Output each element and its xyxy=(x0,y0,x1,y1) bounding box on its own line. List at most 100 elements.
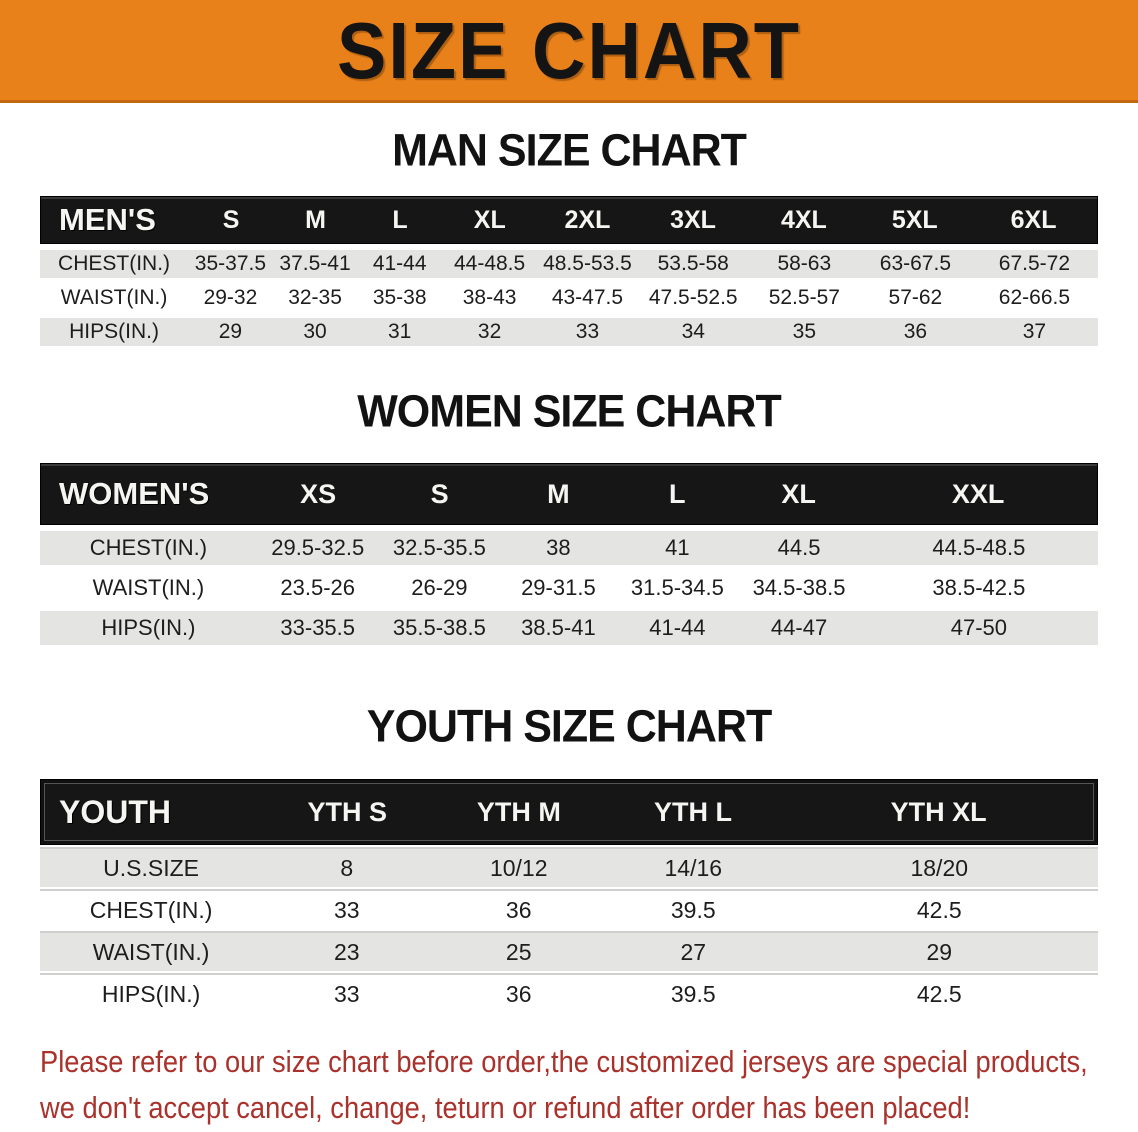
cell-value: 23 xyxy=(334,938,360,965)
cell-value: 53.5-58 xyxy=(657,252,729,275)
cell-value: 36 xyxy=(903,320,928,343)
women-waist-row: WAIST(IN.) 23.5-26 26-29 29-31.5 31.5-34… xyxy=(40,571,1098,605)
cell-value: 29 xyxy=(926,938,953,965)
women-section-heading: WOMEN SIZE CHART xyxy=(357,386,782,438)
row-label: CHEST(IN.) xyxy=(58,252,171,275)
women-size-col-header: M xyxy=(547,478,570,509)
cell-value: 62-66.5 xyxy=(998,286,1071,309)
cell-value: 39.5 xyxy=(670,980,716,1007)
cell-value: 37 xyxy=(1022,320,1047,343)
women-size-table: WOMEN'S XS S M L XL XXL CHEST(IN.) 29.5-… xyxy=(40,463,1098,645)
disclaimer-line-2: we don't accept cancel, change, teturn o… xyxy=(40,1090,971,1125)
cell-value: 36 xyxy=(505,896,532,923)
men-size-col-header: 6XL xyxy=(1010,205,1057,234)
cell-value: 63-67.5 xyxy=(879,252,952,275)
cell-value: 48.5-53.5 xyxy=(543,252,632,275)
cell-value: 38.5-41 xyxy=(521,615,596,640)
cell-value: 38-43 xyxy=(462,286,517,309)
cell-value: 30 xyxy=(303,320,327,343)
cell-value: 29-32 xyxy=(203,286,258,309)
men-table-corner-label: MEN'S xyxy=(59,202,156,237)
women-size-col-header: L xyxy=(668,478,686,509)
youth-section-heading: YOUTH SIZE CHART xyxy=(366,701,772,753)
row-label: U.S.SIZE xyxy=(103,854,200,881)
row-label: WAIST(IN.) xyxy=(92,938,210,965)
cell-value: 31 xyxy=(387,320,412,343)
cell-value: 41-44 xyxy=(372,252,427,275)
cell-value: 38 xyxy=(546,535,571,560)
cell-value: 32-35 xyxy=(288,286,342,309)
cell-value: 18/20 xyxy=(910,854,969,881)
youth-size-table: YOUTH YTH S YTH M YTH L YTH XL U.S.SIZE … xyxy=(40,779,1098,1013)
row-label: WAIST(IN.) xyxy=(60,286,168,309)
cell-value: 34.5-38.5 xyxy=(752,575,846,600)
cell-value: 35-38 xyxy=(372,286,427,309)
page-title: SIZE CHART xyxy=(337,5,801,95)
men-waist-row: WAIST(IN.) 29-32 32-35 35-38 38-43 43-47… xyxy=(40,284,1098,312)
men-size-col-header: 5XL xyxy=(891,205,938,234)
cell-value: 34 xyxy=(681,320,705,343)
men-size-col-header: L xyxy=(392,205,408,234)
youth-table-header-row: YOUTH YTH S YTH M YTH L YTH XL xyxy=(40,779,1098,845)
cell-value: 29 xyxy=(218,320,243,343)
men-size-col-header: 2XL xyxy=(564,205,611,234)
row-label: CHEST(IN.) xyxy=(89,535,208,560)
cell-value: 44-47 xyxy=(770,615,828,640)
cell-value: 42.5 xyxy=(916,980,962,1007)
cell-value: 32 xyxy=(477,320,502,343)
cell-value: 47-50 xyxy=(950,615,1008,640)
men-size-col-header: 3XL xyxy=(670,205,716,234)
youth-size-col-header: YTH M xyxy=(476,796,561,827)
cell-value: 32.5-35.5 xyxy=(392,535,486,560)
row-label: HIPS(IN.) xyxy=(69,320,159,343)
youth-us-size-row: U.S.SIZE 8 10/12 14/16 18/20 xyxy=(40,847,1098,887)
youth-size-col-header: YTH L xyxy=(654,796,733,827)
cell-value: 44-48.5 xyxy=(453,252,526,275)
cell-value: 33 xyxy=(575,320,600,343)
row-label: HIPS(IN.) xyxy=(101,615,196,640)
cell-value: 47.5-52.5 xyxy=(648,286,738,309)
cell-value: 35-37.5 xyxy=(194,252,267,275)
cell-value: 23.5-26 xyxy=(280,575,356,600)
cell-value: 67.5-72 xyxy=(998,252,1071,275)
cell-value: 29.5-32.5 xyxy=(271,535,365,560)
cell-value: 43-47.5 xyxy=(551,286,624,309)
size-chart-banner: SIZE CHART xyxy=(0,0,1138,103)
men-table-header-row: MEN'S S M L XL 2XL 3XL 4XL 5XL 6XL xyxy=(40,196,1098,244)
men-size-col-header: XL xyxy=(473,205,506,234)
cell-value: 8 xyxy=(340,854,354,881)
women-table-corner-label: WOMEN'S xyxy=(59,476,210,511)
youth-waist-row: WAIST(IN.) 23 25 27 29 xyxy=(40,931,1098,971)
cell-value: 37.5-41 xyxy=(279,252,351,275)
youth-chest-row: CHEST(IN.) 33 36 39.5 42.5 xyxy=(40,889,1098,929)
cell-value: 35.5-38.5 xyxy=(392,615,486,640)
youth-table-corner-label: YOUTH xyxy=(59,793,171,830)
row-label: HIPS(IN.) xyxy=(101,980,201,1007)
men-size-col-header: 4XL xyxy=(780,205,827,234)
cell-value: 58-63 xyxy=(777,252,832,275)
cell-value: 27 xyxy=(680,938,707,965)
youth-hips-row: HIPS(IN.) 33 36 39.5 42.5 xyxy=(40,973,1098,1013)
men-size-col-header: S xyxy=(222,205,240,234)
cell-value: 57-62 xyxy=(888,286,943,309)
disclaimer-note: Please refer to our size chart before or… xyxy=(40,1039,1088,1131)
cell-value: 39.5 xyxy=(670,896,716,923)
women-chest-row: CHEST(IN.) 29.5-32.5 32.5-35.5 38 41 44.… xyxy=(40,531,1098,565)
women-hips-row: HIPS(IN.) 33-35.5 35.5-38.5 38.5-41 41-4… xyxy=(40,611,1098,645)
cell-value: 25 xyxy=(505,938,532,965)
cell-value: 38.5-42.5 xyxy=(932,575,1026,600)
youth-size-col-header: YTH S xyxy=(307,796,387,827)
cell-value: 44.5-48.5 xyxy=(932,535,1026,560)
row-label: CHEST(IN.) xyxy=(89,896,213,923)
cell-value: 26-29 xyxy=(411,575,468,600)
cell-value: 31.5-34.5 xyxy=(630,575,724,600)
disclaimer-line-1: Please refer to our size chart before or… xyxy=(40,1044,1088,1079)
men-section-heading: MAN SIZE CHART xyxy=(392,125,747,177)
cell-value: 52.5-57 xyxy=(768,286,840,309)
row-label: WAIST(IN.) xyxy=(92,575,205,600)
women-size-col-header: XXL xyxy=(951,478,1005,509)
cell-value: 29-31.5 xyxy=(521,575,596,600)
cell-value: 10/12 xyxy=(489,854,548,881)
cell-value: 36 xyxy=(505,980,532,1007)
men-size-table: MEN'S S M L XL 2XL 3XL 4XL 5XL 6XL CHEST… xyxy=(40,196,1098,346)
